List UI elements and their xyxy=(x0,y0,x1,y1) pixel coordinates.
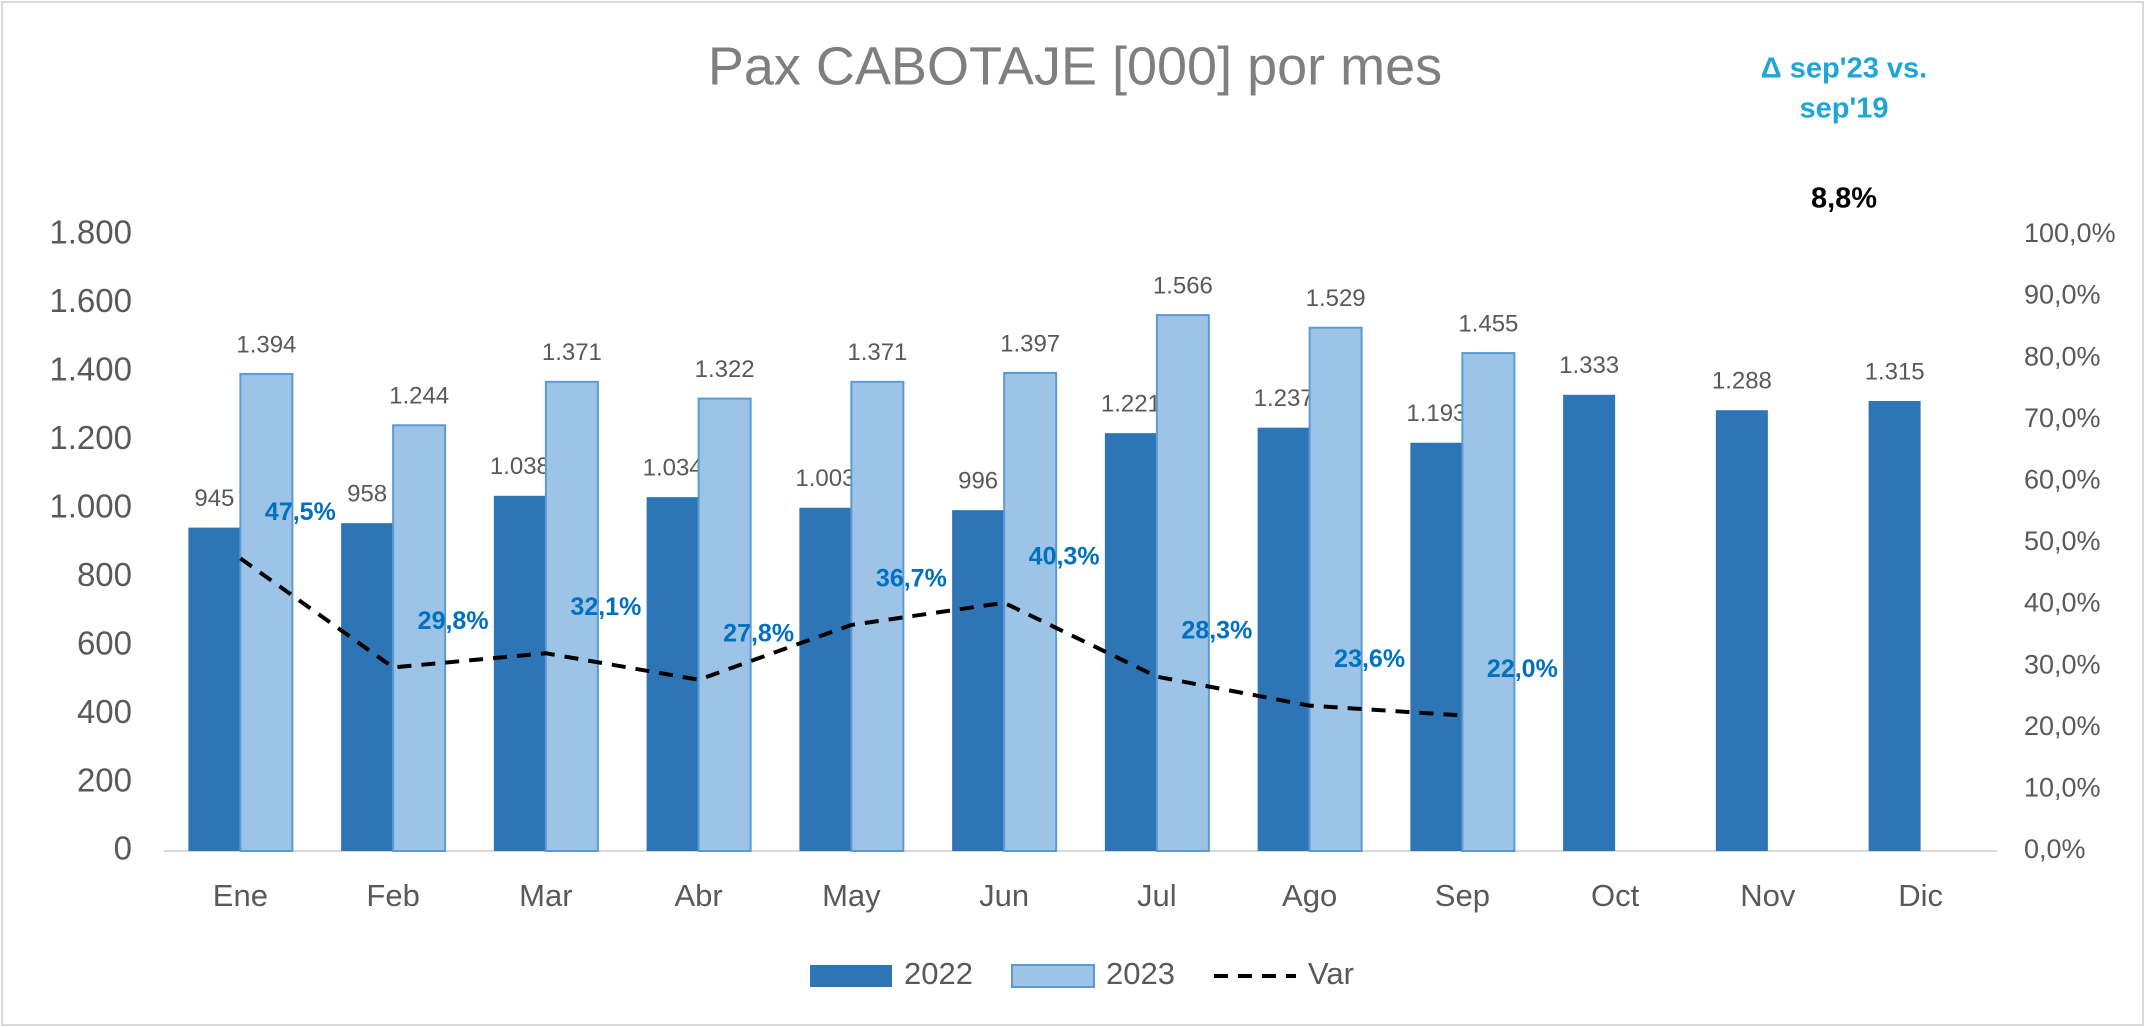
y2-tick-label: 30,0% xyxy=(2024,649,2101,679)
y2-tick-label: 80,0% xyxy=(2024,341,2101,371)
data-label: 1.371 xyxy=(847,339,907,366)
data-label: 1.371 xyxy=(542,339,602,366)
data-label: 1.529 xyxy=(1306,285,1366,312)
bar xyxy=(188,527,241,851)
data-label: 23,6% xyxy=(1334,645,1405,673)
y2-tick-label: 10,0% xyxy=(2024,773,2101,803)
data-label: 1.237 xyxy=(1254,385,1314,412)
x-tick-label: Abr xyxy=(675,878,723,913)
bar xyxy=(697,397,752,852)
data-label: 40,3% xyxy=(1029,542,1100,570)
legend-label: 2023 xyxy=(1106,956,1175,991)
y-tick-label: 600 xyxy=(77,624,132,661)
bar xyxy=(1104,433,1157,851)
data-label: 1.315 xyxy=(1865,358,1925,385)
data-label: 29,8% xyxy=(418,607,489,635)
bar xyxy=(544,380,599,852)
bar xyxy=(392,424,447,852)
data-label: 28,3% xyxy=(1181,616,1252,644)
y-tick-label: 400 xyxy=(77,693,132,730)
data-label: 1.244 xyxy=(389,383,449,410)
x-tick-label: Sep xyxy=(1435,878,1490,913)
data-label: 36,7% xyxy=(876,565,947,593)
data-label: 1.397 xyxy=(1000,330,1060,357)
x-tick-label: Nov xyxy=(1740,878,1796,913)
bar xyxy=(1308,326,1363,852)
bar xyxy=(1410,442,1463,851)
y-tick-label: 1.800 xyxy=(49,214,132,251)
x-tick-label: Jun xyxy=(979,878,1029,913)
y2-tick-label: 70,0% xyxy=(2024,403,2101,433)
x-tick-label: Oct xyxy=(1591,878,1640,913)
annotation: 8,8% xyxy=(1811,183,1877,215)
data-label: 47,5% xyxy=(265,498,336,526)
chart-title: Pax CABOTAJE [000] por mes xyxy=(708,36,1442,96)
y-tick-label: 1.200 xyxy=(49,419,132,456)
data-label: 1.034 xyxy=(643,454,703,481)
annotation: Δ sep'23 vs. xyxy=(1761,53,1927,85)
data-label: 1.288 xyxy=(1712,368,1772,395)
y2-tick-label: 40,0% xyxy=(2024,588,2101,618)
data-label: 958 xyxy=(347,480,387,507)
bar xyxy=(1003,371,1058,852)
data-label: 1.394 xyxy=(236,331,296,358)
data-label: 1.193 xyxy=(1406,400,1466,427)
data-label: 1.455 xyxy=(1458,310,1518,337)
y-tick-label: 200 xyxy=(77,761,132,798)
legend-swatch xyxy=(1011,964,1095,988)
bar xyxy=(1257,427,1310,851)
data-label: 996 xyxy=(958,467,998,494)
bar xyxy=(952,510,1005,851)
x-tick-label: Jul xyxy=(1137,878,1177,913)
bar xyxy=(1868,400,1921,851)
data-label: 22,0% xyxy=(1487,655,1558,683)
data-label: 27,8% xyxy=(723,619,794,647)
x-tick-label: Ago xyxy=(1282,878,1337,913)
data-label: 1.322 xyxy=(695,356,755,383)
bar xyxy=(1563,394,1616,851)
legend-label: Var xyxy=(1308,956,1354,991)
x-tick-label: Feb xyxy=(366,878,419,913)
legend-swatch xyxy=(810,965,892,987)
bar xyxy=(1155,314,1210,852)
y-tick-label: 1.000 xyxy=(49,487,132,524)
y2-tick-label: 90,0% xyxy=(2024,280,2101,310)
bar xyxy=(850,380,905,852)
data-label: 1.038 xyxy=(490,453,550,480)
bar xyxy=(341,523,394,851)
y-tick-label: 0 xyxy=(114,830,132,867)
bar xyxy=(1461,352,1516,852)
line xyxy=(239,556,1463,718)
annotation: sep'19 xyxy=(1799,93,1888,125)
data-label: 1.003 xyxy=(795,465,855,492)
x-tick-label: May xyxy=(822,878,881,913)
y2-tick-label: 50,0% xyxy=(2024,526,2101,556)
data-label: 1.333 xyxy=(1559,352,1619,379)
bar xyxy=(239,372,294,852)
data-label: 1.566 xyxy=(1153,272,1213,299)
data-label: 32,1% xyxy=(570,593,641,621)
legend-label: 2022 xyxy=(904,956,973,991)
y2-tick-label: 100,0% xyxy=(2024,218,2116,248)
data-label: 1.221 xyxy=(1101,390,1161,417)
x-tick-label: Ene xyxy=(213,878,268,913)
y2-tick-label: 20,0% xyxy=(2024,711,2101,741)
y-tick-label: 800 xyxy=(77,556,132,593)
data-label: 945 xyxy=(194,485,234,512)
x-tick-label: Dic xyxy=(1898,878,1943,913)
y2-tick-label: 60,0% xyxy=(2024,465,2101,495)
y-tick-label: 1.400 xyxy=(49,351,132,388)
y2-tick-label: 0,0% xyxy=(2024,834,2086,864)
bar xyxy=(493,495,546,851)
bar xyxy=(1715,410,1768,851)
bar xyxy=(799,507,852,851)
y-tick-label: 1.600 xyxy=(49,282,132,319)
x-tick-label: Mar xyxy=(519,878,572,913)
